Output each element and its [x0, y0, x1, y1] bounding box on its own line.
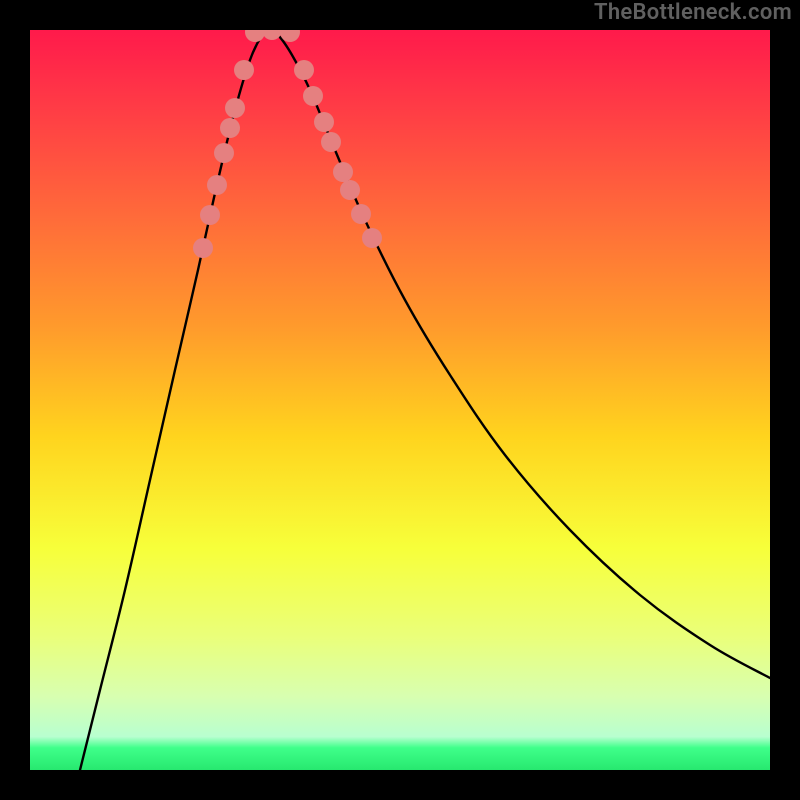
marker-dot [214, 143, 234, 163]
chart-background [30, 30, 770, 770]
chart-svg [30, 30, 770, 770]
marker-dot [340, 180, 360, 200]
marker-dot [314, 112, 334, 132]
watermark-text: TheBottleneck.com [594, 0, 792, 25]
marker-dot [294, 60, 314, 80]
marker-dot [200, 205, 220, 225]
marker-dot [351, 204, 371, 224]
chart-frame: TheBottleneck.com [0, 0, 800, 800]
marker-dot [321, 132, 341, 152]
marker-dot [225, 98, 245, 118]
marker-dot [207, 175, 227, 195]
marker-dot [333, 162, 353, 182]
marker-dot [193, 238, 213, 258]
chart-plot-area [30, 30, 770, 770]
marker-dot [234, 60, 254, 80]
marker-dot [362, 228, 382, 248]
marker-dot [303, 86, 323, 106]
marker-dot [220, 118, 240, 138]
